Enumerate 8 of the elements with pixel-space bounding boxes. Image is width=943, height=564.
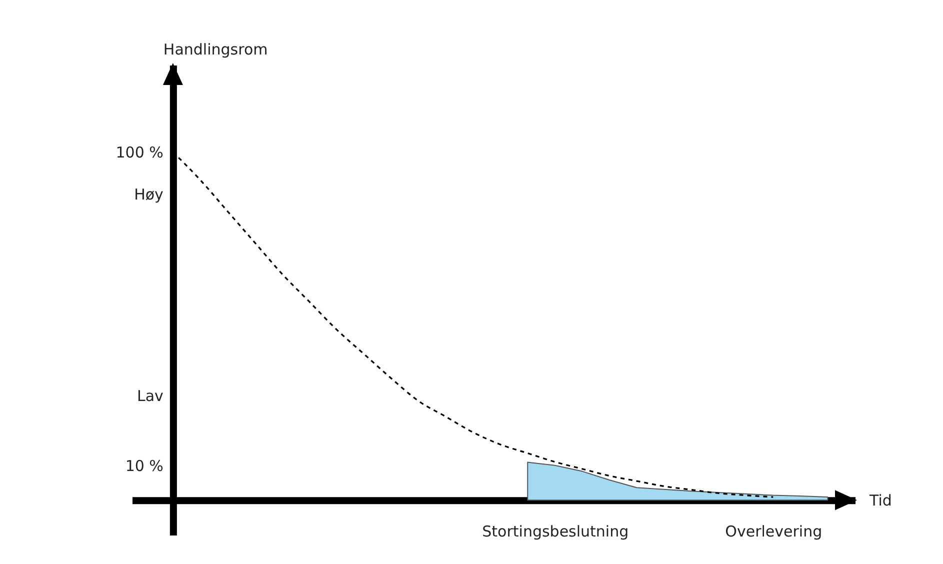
y-tick-label: Høy (134, 185, 164, 204)
y-tick-label: 10 % (125, 456, 164, 475)
y-tick-label: 100 % (116, 144, 164, 162)
y-axis-title: Handlingsrom (163, 40, 268, 58)
x-axis-title: Tid (868, 492, 892, 510)
x-tick-label: Overlevering (725, 522, 822, 541)
y-tick-label: Lav (136, 387, 164, 406)
x-tick-label: Stortingsbeslutning (482, 522, 629, 541)
